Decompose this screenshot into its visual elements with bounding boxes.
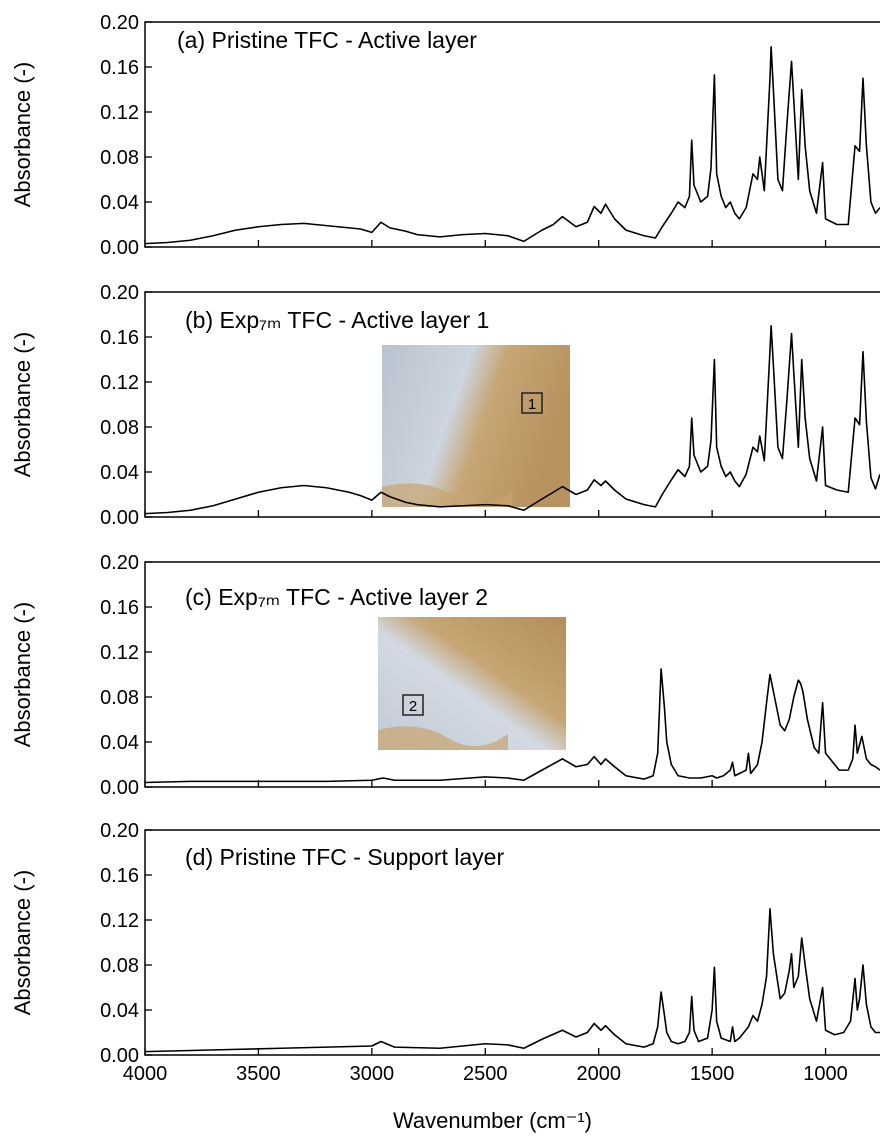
inset-label: 2 [409,698,417,715]
y-tick-label: 0.08 [100,417,139,439]
x-tick-label: 1000 [803,1063,848,1085]
inset-label: 1 [528,396,536,413]
y-tick-label: 0.04 [100,192,139,214]
y-tick-label: 0.08 [100,687,139,709]
axis-frame [144,291,880,518]
y-tick-label: 0.20 [100,282,139,304]
axis-frame [144,561,880,788]
inset-photo: 1 [382,345,570,507]
photo-texture [378,726,508,750]
panel-title: (d) Pristine TFC - Support layer [185,844,504,870]
y-tick-label: 0.00 [100,507,139,529]
panel: 0.00 0.04 0.08 0.12 0.16 0.20 4000 3500 3000 2500… [10,820,880,1133]
panel-title: (c) Exp₇ₘ TFC - Active layer 2 [185,584,488,610]
y-tick-label: 0.12 [100,102,139,124]
spectrum-line [145,324,880,515]
inset-box [521,392,543,414]
axis-frame [144,829,880,1056]
spectrum-line [145,907,880,1053]
spectrum-line [145,668,880,784]
x-tick-label: 3000 [350,1063,395,1085]
inset-box [402,694,424,716]
y-tick-label: 0.04 [100,1000,139,1022]
x-tick-label: 4000 [123,1063,168,1085]
panel: 0.00 0.04 0.08 0.12 0.16 0.20 Absorbance (-) (c… [10,552,880,799]
y-tick-label: 0.08 [100,955,139,977]
y-tick-label: 0.12 [100,642,139,664]
y-axis-label: Absorbance (-) [10,602,35,748]
axis-frame [144,21,880,248]
y-tick-label: 0.04 [100,732,139,754]
photo [382,345,570,507]
panel-title: (b) Exp₇ₘ TFC - Active layer 1 [185,307,489,333]
x-tick-label: 2500 [463,1063,508,1085]
y-tick-label: 0.04 [100,462,139,484]
panel: 0.00 0.04 0.08 0.12 0.16 0.20 Absorbance (-) (b… [10,282,880,529]
y-axis-label: Absorbance (-) [10,332,35,478]
panel: 0.00 0.04 0.08 0.12 0.16 0.20 Absorbance (-) (a… [10,12,880,259]
panel-title: (a) Pristine TFC - Active layer [177,27,477,53]
y-tick-label: 0.00 [100,237,139,259]
y-tick-label: 0.00 [100,777,139,799]
photo-texture [382,483,512,507]
x-tick-label: 3500 [236,1063,281,1085]
y-tick-label: 0.16 [100,327,139,349]
x-tick-label: 2000 [576,1063,621,1085]
inset-photo: 2 [378,617,566,750]
y-tick-label: 0.20 [100,12,139,34]
spectrum-line [145,45,880,245]
y-tick-label: 0.20 [100,552,139,574]
y-tick-label: 0.08 [100,147,139,169]
y-tick-label: 0.16 [100,865,139,887]
x-tick-label: 1500 [690,1063,735,1085]
y-tick-label: 0.16 [100,597,139,619]
y-tick-label: 0.16 [100,57,139,79]
y-tick-label: 0.00 [100,1045,139,1067]
y-tick-label: 0.20 [100,820,139,842]
y-axis-label: Absorbance (-) [10,62,35,208]
x-axis-label: Wavenumber (cm⁻¹) [393,1108,592,1133]
y-tick-label: 0.12 [100,372,139,394]
y-tick-label: 0.12 [100,910,139,932]
y-axis-label: Absorbance (-) [10,870,35,1016]
